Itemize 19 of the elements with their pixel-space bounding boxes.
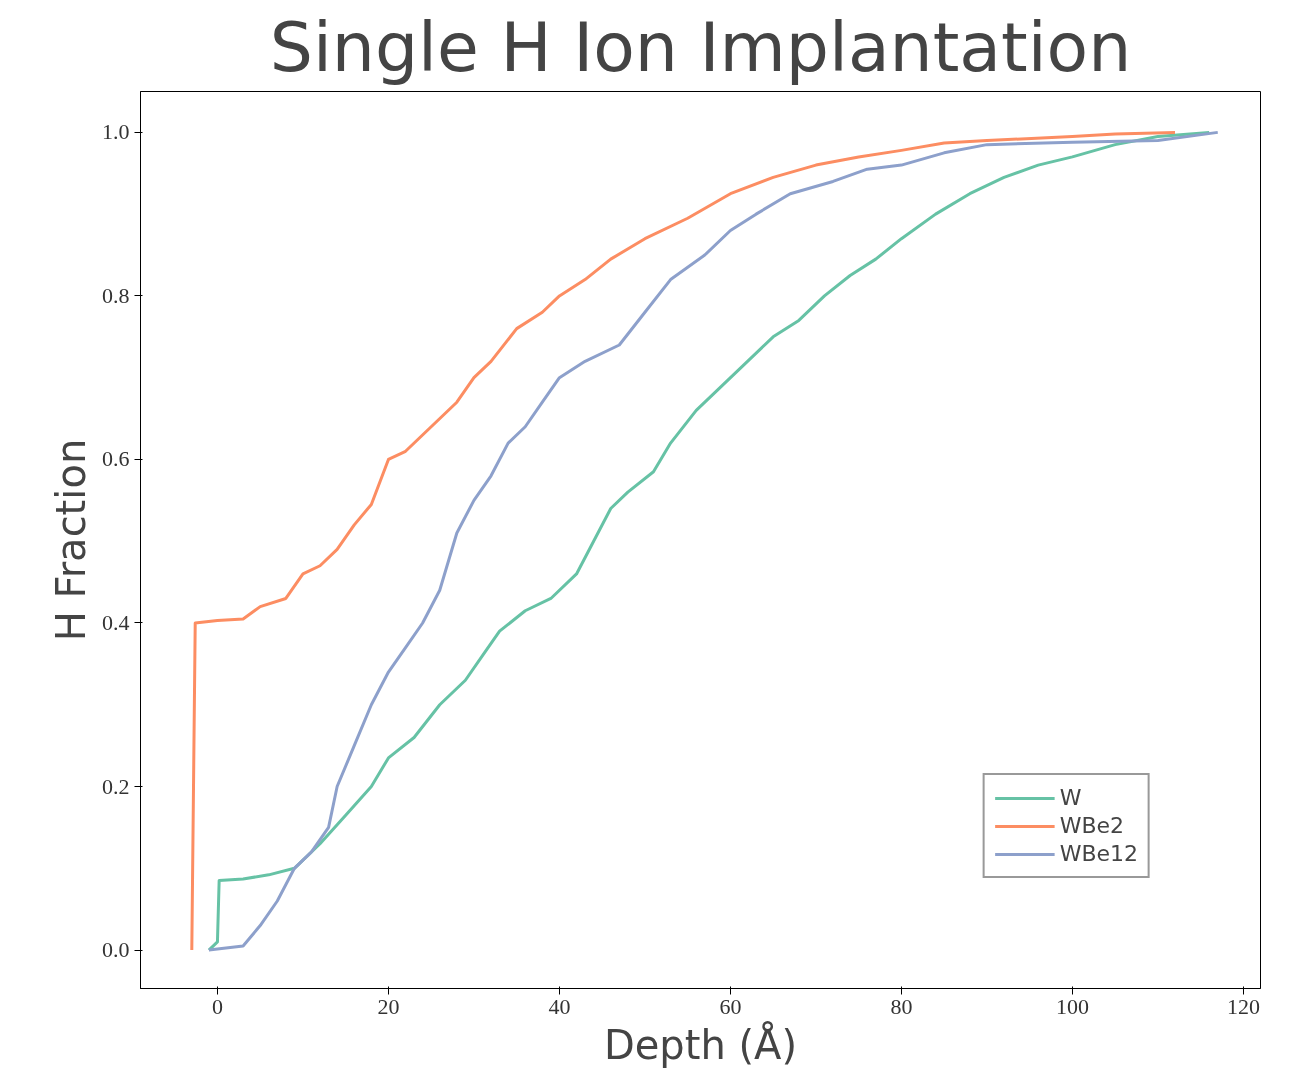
chart-title: Single H Ion Implantation	[269, 7, 1132, 87]
x-axis-title: Depth (Å)	[603, 1020, 798, 1068]
x-tick-label: 100	[1055, 993, 1089, 1019]
x-tick-label: 60	[719, 993, 742, 1019]
x-tick-label: 120	[1226, 993, 1260, 1019]
y-tick-label: 0.0	[102, 937, 130, 963]
y-tick-label: 0.6	[102, 446, 130, 472]
x-tick-label: 80	[890, 993, 913, 1019]
x-tick-label: 20	[377, 993, 400, 1019]
y-tick-label: 0.2	[102, 773, 130, 799]
legend-label: WBe12	[1059, 841, 1138, 866]
legend-label: WBe2	[1059, 813, 1125, 838]
x-tick-label: 0	[211, 993, 223, 1019]
y-tick-label: 0.8	[102, 282, 130, 308]
legend-label: W	[1059, 785, 1082, 810]
y-axis-title: H Fraction	[48, 438, 94, 642]
y-tick-label: 1.0	[102, 119, 130, 145]
x-tick-label: 40	[548, 993, 571, 1019]
y-tick-label: 0.4	[102, 609, 130, 635]
